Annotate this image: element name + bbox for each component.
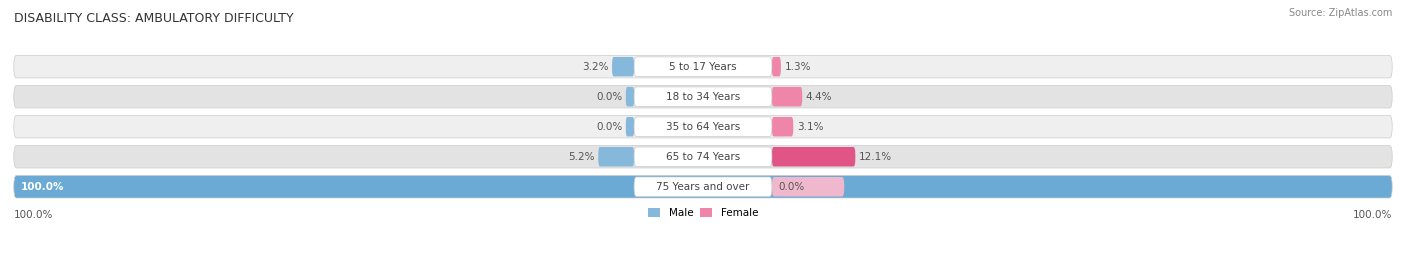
- FancyBboxPatch shape: [772, 147, 855, 166]
- Text: 0.0%: 0.0%: [779, 182, 806, 192]
- Text: 0.0%: 0.0%: [596, 122, 623, 132]
- FancyBboxPatch shape: [626, 117, 634, 136]
- FancyBboxPatch shape: [634, 147, 772, 166]
- FancyBboxPatch shape: [772, 117, 793, 136]
- FancyBboxPatch shape: [772, 177, 844, 196]
- Text: 4.4%: 4.4%: [806, 92, 832, 102]
- Text: 18 to 34 Years: 18 to 34 Years: [666, 92, 740, 102]
- FancyBboxPatch shape: [772, 87, 803, 106]
- FancyBboxPatch shape: [626, 87, 634, 106]
- Text: Source: ZipAtlas.com: Source: ZipAtlas.com: [1288, 8, 1392, 18]
- Text: 3.2%: 3.2%: [582, 62, 609, 72]
- FancyBboxPatch shape: [14, 116, 1392, 138]
- FancyBboxPatch shape: [14, 146, 1392, 168]
- Text: 100.0%: 100.0%: [21, 182, 65, 192]
- Text: 35 to 64 Years: 35 to 64 Years: [666, 122, 740, 132]
- FancyBboxPatch shape: [634, 117, 772, 136]
- FancyBboxPatch shape: [634, 57, 772, 76]
- Text: DISABILITY CLASS: AMBULATORY DIFFICULTY: DISABILITY CLASS: AMBULATORY DIFFICULTY: [14, 12, 294, 25]
- FancyBboxPatch shape: [634, 177, 772, 196]
- FancyBboxPatch shape: [14, 85, 1392, 108]
- FancyBboxPatch shape: [612, 57, 634, 76]
- Text: 5.2%: 5.2%: [568, 152, 595, 162]
- Text: 1.3%: 1.3%: [785, 62, 811, 72]
- Text: 75 Years and over: 75 Years and over: [657, 182, 749, 192]
- FancyBboxPatch shape: [772, 57, 780, 76]
- Text: 12.1%: 12.1%: [859, 152, 891, 162]
- Text: 100.0%: 100.0%: [14, 210, 53, 220]
- Text: 100.0%: 100.0%: [1353, 210, 1392, 220]
- Text: 5 to 17 Years: 5 to 17 Years: [669, 62, 737, 72]
- FancyBboxPatch shape: [14, 176, 1392, 198]
- Text: 3.1%: 3.1%: [797, 122, 824, 132]
- FancyBboxPatch shape: [598, 147, 634, 166]
- Text: 65 to 74 Years: 65 to 74 Years: [666, 152, 740, 162]
- FancyBboxPatch shape: [634, 87, 772, 106]
- FancyBboxPatch shape: [14, 55, 1392, 78]
- Legend: Male, Female: Male, Female: [648, 208, 758, 218]
- Text: 0.0%: 0.0%: [596, 92, 623, 102]
